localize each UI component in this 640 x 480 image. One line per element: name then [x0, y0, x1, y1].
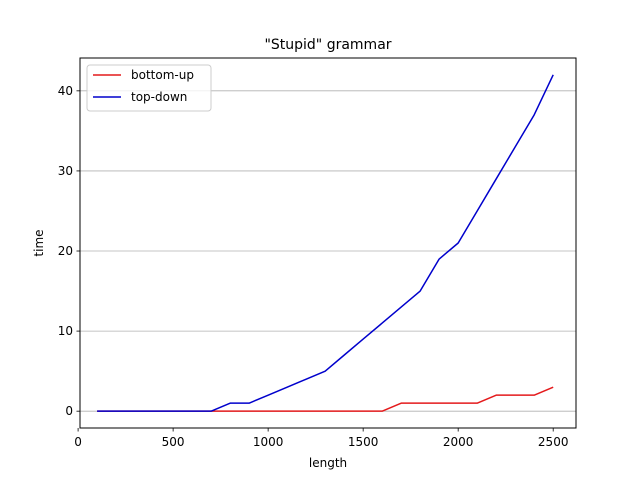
y-axis-label: time [32, 229, 46, 256]
x-tick-label: 2000 [443, 435, 474, 449]
x-tick-label: 1000 [253, 435, 284, 449]
chart-title: "Stupid" grammar [264, 37, 391, 53]
x-axis: 0 500 1000 1500 2000 2500 [74, 428, 568, 449]
y-tick-label: 30 [58, 164, 73, 178]
series-line-top-down [97, 74, 554, 412]
x-axis-label: length [309, 456, 347, 470]
x-tick-label: 1500 [348, 435, 379, 449]
legend-label-top-down: top-down [131, 90, 187, 104]
y-tick-label: 0 [65, 404, 73, 418]
legend-label-bottom-up: bottom-up [131, 68, 194, 82]
legend-box [86, 64, 212, 112]
x-tick-label: 2500 [538, 435, 569, 449]
x-tick-label: 0 [74, 435, 82, 449]
y-tick-label: 40 [58, 84, 73, 98]
y-axis: 0 10 20 30 40 [58, 84, 80, 418]
plot-frame [79, 57, 577, 429]
legend: bottom-up top-down [86, 64, 212, 112]
series-layer [97, 74, 554, 412]
x-tick-label: 500 [162, 435, 185, 449]
y-tick-label: 10 [58, 324, 73, 338]
y-tick-label: 20 [58, 244, 73, 258]
